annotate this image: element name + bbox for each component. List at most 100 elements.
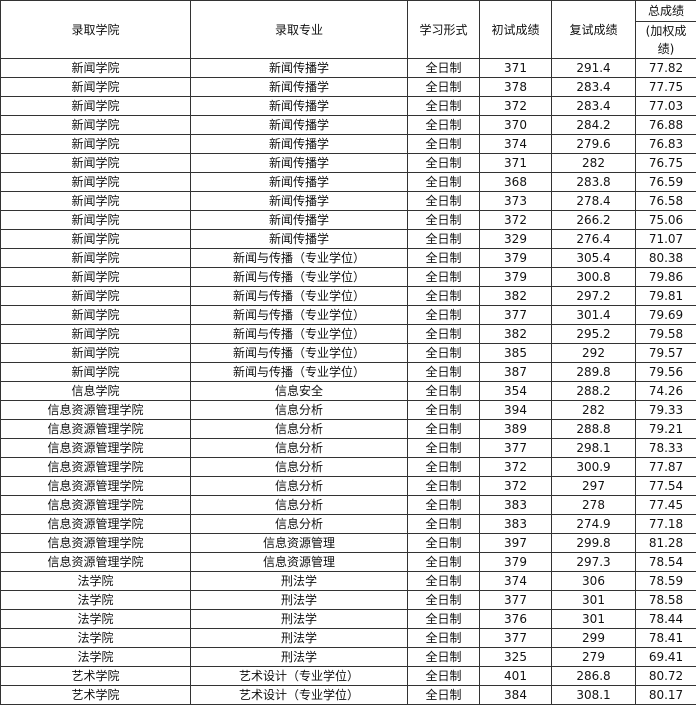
- cell-retest-score: 278.4: [551, 191, 636, 211]
- header-initial-score: 初试成绩: [479, 0, 552, 59]
- cell-initial-score: 384: [479, 685, 552, 705]
- cell-retest-score: 301: [551, 609, 636, 629]
- cell-total-score: 80.38: [635, 248, 696, 268]
- cell-study-mode: 全日制: [407, 58, 480, 78]
- cell-total-score: 79.58: [635, 324, 696, 344]
- cell-retest-score: 291.4: [551, 58, 636, 78]
- cell-study-mode: 全日制: [407, 476, 480, 496]
- cell-initial-score: 379: [479, 267, 552, 287]
- cell-college: 新闻学院: [0, 248, 191, 268]
- cell-initial-score: 378: [479, 77, 552, 97]
- cell-major: 信息分析: [190, 457, 408, 477]
- cell-retest-score: 306: [551, 571, 636, 591]
- cell-college: 信息资源管理学院: [0, 533, 191, 553]
- table-row: 新闻学院 新闻与传播（专业学位） 全日制 382 297.2 79.81: [0, 286, 696, 306]
- cell-college: 新闻学院: [0, 210, 191, 230]
- cell-study-mode: 全日制: [407, 153, 480, 173]
- cell-retest-score: 278: [551, 495, 636, 515]
- cell-total-score: 77.54: [635, 476, 696, 496]
- cell-retest-score: 279.6: [551, 134, 636, 154]
- cell-major: 新闻传播学: [190, 210, 408, 230]
- header-college: 录取学院: [0, 0, 191, 59]
- cell-total-score: 78.33: [635, 438, 696, 458]
- cell-retest-score: 297: [551, 476, 636, 496]
- cell-initial-score: 389: [479, 419, 552, 439]
- cell-initial-score: 377: [479, 438, 552, 458]
- cell-major: 新闻与传播（专业学位）: [190, 305, 408, 325]
- table-row: 新闻学院 新闻传播学 全日制 372 266.2 75.06: [0, 210, 696, 230]
- cell-college: 信息资源管理学院: [0, 476, 191, 496]
- cell-retest-score: 283.8: [551, 172, 636, 192]
- cell-total-score: 79.69: [635, 305, 696, 325]
- table-row: 新闻学院 新闻与传播（专业学位） 全日制 385 292 79.57: [0, 343, 696, 363]
- cell-study-mode: 全日制: [407, 134, 480, 154]
- cell-college: 法学院: [0, 571, 191, 591]
- cell-major: 信息分析: [190, 495, 408, 515]
- table-row: 信息资源管理学院 信息分析 全日制 372 297 77.54: [0, 476, 696, 496]
- cell-college: 新闻学院: [0, 286, 191, 306]
- cell-retest-score: 297.3: [551, 552, 636, 572]
- cell-total-score: 79.56: [635, 362, 696, 382]
- cell-total-score: 78.41: [635, 628, 696, 648]
- cell-total-score: 81.28: [635, 533, 696, 553]
- cell-initial-score: 377: [479, 590, 552, 610]
- table-row: 新闻学院 新闻传播学 全日制 378 283.4 77.75: [0, 77, 696, 97]
- cell-retest-score: 283.4: [551, 77, 636, 97]
- cell-study-mode: 全日制: [407, 267, 480, 287]
- cell-total-score: 75.06: [635, 210, 696, 230]
- cell-study-mode: 全日制: [407, 666, 480, 686]
- table-row: 新闻学院 新闻与传播（专业学位） 全日制 377 301.4 79.69: [0, 305, 696, 325]
- cell-major: 刑法学: [190, 571, 408, 591]
- cell-study-mode: 全日制: [407, 210, 480, 230]
- cell-college: 艺术学院: [0, 685, 191, 705]
- table-row: 新闻学院 新闻传播学 全日制 371 282 76.75: [0, 153, 696, 173]
- cell-major: 新闻与传播（专业学位）: [190, 362, 408, 382]
- cell-retest-score: 289.8: [551, 362, 636, 382]
- cell-college: 新闻学院: [0, 134, 191, 154]
- header-total-top: 总成绩: [636, 2, 696, 22]
- cell-major: 信息安全: [190, 381, 408, 401]
- cell-total-score: 76.83: [635, 134, 696, 154]
- cell-retest-score: 282: [551, 400, 636, 420]
- cell-major: 刑法学: [190, 628, 408, 648]
- cell-college: 新闻学院: [0, 305, 191, 325]
- cell-study-mode: 全日制: [407, 362, 480, 382]
- table-row: 新闻学院 新闻与传播（专业学位） 全日制 387 289.8 79.56: [0, 362, 696, 382]
- cell-initial-score: 372: [479, 457, 552, 477]
- cell-college: 信息学院: [0, 381, 191, 401]
- cell-major: 信息分析: [190, 419, 408, 439]
- cell-college: 法学院: [0, 609, 191, 629]
- cell-total-score: 69.41: [635, 647, 696, 667]
- cell-retest-score: 300.8: [551, 267, 636, 287]
- cell-major: 新闻传播学: [190, 191, 408, 211]
- cell-total-score: 77.87: [635, 457, 696, 477]
- table-row: 法学院 刑法学 全日制 374 306 78.59: [0, 571, 696, 591]
- table-row: 法学院 刑法学 全日制 325 279 69.41: [0, 647, 696, 667]
- cell-study-mode: 全日制: [407, 248, 480, 268]
- cell-college: 艺术学院: [0, 666, 191, 686]
- cell-retest-score: 286.8: [551, 666, 636, 686]
- cell-major: 新闻与传播（专业学位）: [190, 324, 408, 344]
- cell-college: 新闻学院: [0, 58, 191, 78]
- table-row: 信息资源管理学院 信息分析 全日制 383 278 77.45: [0, 495, 696, 515]
- cell-total-score: 79.57: [635, 343, 696, 363]
- cell-college: 新闻学院: [0, 267, 191, 287]
- cell-college: 法学院: [0, 628, 191, 648]
- table-row: 新闻学院 新闻传播学 全日制 368 283.8 76.59: [0, 172, 696, 192]
- cell-major: 信息分析: [190, 400, 408, 420]
- cell-initial-score: 383: [479, 514, 552, 534]
- cell-retest-score: 299.8: [551, 533, 636, 553]
- cell-study-mode: 全日制: [407, 400, 480, 420]
- cell-major: 刑法学: [190, 590, 408, 610]
- cell-college: 新闻学院: [0, 229, 191, 249]
- cell-initial-score: 371: [479, 58, 552, 78]
- cell-total-score: 80.17: [635, 685, 696, 705]
- cell-retest-score: 276.4: [551, 229, 636, 249]
- cell-major: 信息资源管理: [190, 533, 408, 553]
- cell-total-score: 78.58: [635, 590, 696, 610]
- cell-major: 新闻与传播（专业学位）: [190, 343, 408, 363]
- cell-initial-score: 372: [479, 476, 552, 496]
- cell-study-mode: 全日制: [407, 647, 480, 667]
- cell-college: 新闻学院: [0, 96, 191, 116]
- cell-college: 信息资源管理学院: [0, 438, 191, 458]
